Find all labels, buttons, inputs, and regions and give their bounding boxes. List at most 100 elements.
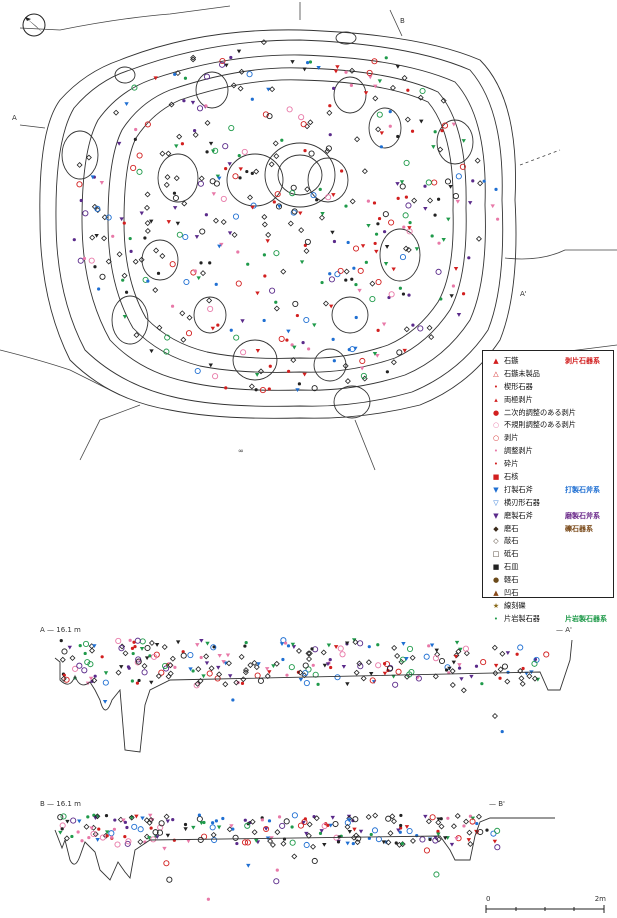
artifact-point [128,638,132,642]
artifact-point [262,318,266,323]
artifact-point [331,337,335,341]
artifact-point [206,670,213,677]
artifact-point [298,227,305,234]
legend-item: • 砕片 [491,458,613,471]
artifact-point [60,827,64,831]
artifact-point [118,645,125,652]
artifact-point [305,60,310,65]
artifact-point [87,661,94,668]
artifact-point [93,265,97,269]
artifact-point [91,677,98,684]
artifact-point [197,180,204,187]
artifact-point [273,660,280,667]
artifact-point [287,369,291,373]
artifact-point [423,847,430,854]
artifact-point [123,820,127,824]
artifact-point [114,841,121,848]
artifact-point [99,181,105,185]
artifact-point [403,326,410,333]
artifact-point [216,825,222,830]
artifact-point [105,258,112,265]
artifact-point [260,818,264,822]
artifact-point [165,673,172,680]
artifact-point [254,839,259,843]
artifact-point [112,827,117,831]
artifact-point [196,815,203,823]
artifact-point [119,665,124,669]
artifact-point [307,119,314,126]
artifact-point [382,671,388,676]
artifact-point [183,76,188,80]
artifact-point [172,838,176,842]
artifact-point [519,680,526,687]
artifact-point [300,121,307,128]
artifact-point [431,145,436,149]
legend-label: 剥片 [504,433,519,443]
artifact-point [490,204,495,209]
artifact-point [474,664,479,668]
legend-item: ▼ 打製石斧 打製石斧系 [491,484,613,497]
artifact-point [264,667,270,671]
legend-label: 砥石 [504,549,519,559]
artifact-point [204,661,210,666]
artifact-point [407,293,411,297]
artifact-point [134,637,141,644]
artifact-point [286,644,291,648]
artifact-point [358,829,364,834]
artifact-point [93,816,98,820]
artifact-point [448,184,453,189]
artifact-point [229,328,233,332]
artifact-point [436,832,441,837]
artifact-point [387,830,394,837]
artifact-point [255,291,260,296]
legend-label: 砕片 [504,459,519,469]
artifact-point [301,820,306,825]
artifact-point [401,74,408,81]
artifact-point [152,287,159,294]
artifact-point [76,830,80,834]
artifact-point [304,123,311,130]
artifact-point [385,370,389,374]
artifact-point [266,113,273,120]
artifact-point [201,833,208,840]
artifact-point [242,669,249,676]
artifact-point [88,676,94,681]
artifact-point [250,97,254,101]
section-a-profile [54,639,573,753]
artifact-point [304,186,311,193]
artifact-point [388,110,392,114]
legend-symbol-icon: • [493,460,499,469]
artifact-point [305,650,312,657]
artifact-point [477,180,484,187]
artifact-point [123,835,127,839]
artifact-point [176,231,183,238]
artifact-point [169,261,176,268]
artifact-point [144,656,150,661]
artifact-point [399,180,405,185]
artifact-point [210,149,216,154]
artifact-point [190,100,196,105]
artifact-point [245,169,249,174]
legend-symbol-icon: ◇ [493,537,499,546]
artifact-point [267,387,271,391]
artifact-point [241,839,249,846]
artifact-point [193,269,197,273]
artifact-point [172,206,178,210]
artifact-point [428,837,432,842]
artifact-point [298,211,303,216]
artifact-point [154,643,160,647]
artifact-point [312,323,317,328]
artifact-point [359,366,365,371]
artifact-point [360,675,367,682]
artifact-point [134,814,139,819]
artifact-point [354,282,358,287]
legend-symbol-icon: ○ [492,434,500,443]
artifact-point [376,643,380,647]
legend-label: 磨石 [504,523,519,533]
artifact-point [194,235,200,239]
artifact-point [149,680,154,685]
artifact-point [307,347,311,351]
legend-item: □ 砥石 [491,548,613,561]
artifact-point [248,383,255,390]
artifact-point [417,94,424,101]
